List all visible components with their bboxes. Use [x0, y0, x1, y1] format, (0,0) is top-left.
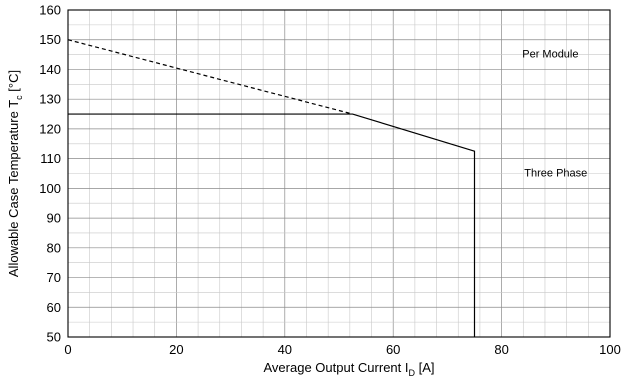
- x-tick-label: 100: [599, 342, 621, 357]
- x-axis-title: Average Output Current ID [A]: [263, 360, 434, 378]
- x-axis-title-subscript: D: [409, 368, 416, 378]
- x-axis-title-main: Average Output Current I: [263, 360, 408, 375]
- x-tick-label: 40: [278, 342, 292, 357]
- y-tick-label: 120: [39, 121, 61, 136]
- y-axis-title-main: Allowable Case Temperature T: [6, 100, 21, 277]
- y-tick-label: 110: [40, 151, 61, 166]
- chart-annotation: Three Phase: [524, 167, 587, 179]
- tick-labels: 0 20 40 60 80 100 50 60 70 80 90 100 110 120 130 140 150…: [39, 3, 621, 358]
- y-tick-label: 100: [39, 181, 61, 196]
- dashed-derating-line: [67, 39, 353, 115]
- y-axis-title: Allowable Case Temperature Tc [°C]: [6, 70, 24, 277]
- y-tick-label: 90: [47, 211, 61, 226]
- chart-annotation: Per Module: [522, 49, 578, 61]
- y-axis-title-unit: [°C]: [6, 70, 21, 95]
- y-tick-label: 80: [47, 240, 61, 255]
- y-tick-label: 150: [39, 32, 61, 47]
- annotations: Per Module Three Phase: [522, 49, 587, 180]
- y-tick-label: 140: [39, 62, 61, 77]
- x-tick-label: 60: [386, 342, 400, 357]
- y-tick-label: 70: [47, 270, 61, 285]
- series-layer: [67, 39, 476, 337]
- solid-derating-line: [68, 113, 476, 337]
- y-tick-label: 160: [39, 3, 61, 18]
- y-tick-label: 130: [39, 92, 61, 107]
- x-axis-title-unit: [A]: [415, 360, 435, 375]
- x-tick-label: 80: [494, 342, 508, 357]
- y-tick-label: 60: [47, 300, 61, 315]
- y-tick-label: 50: [47, 330, 61, 345]
- plot-frame: [67, 9, 611, 338]
- grid: [67, 9, 611, 338]
- x-tick-label: 20: [169, 342, 183, 357]
- x-tick-label: 0: [64, 342, 71, 357]
- y-axis-title-subscript: c: [14, 95, 24, 100]
